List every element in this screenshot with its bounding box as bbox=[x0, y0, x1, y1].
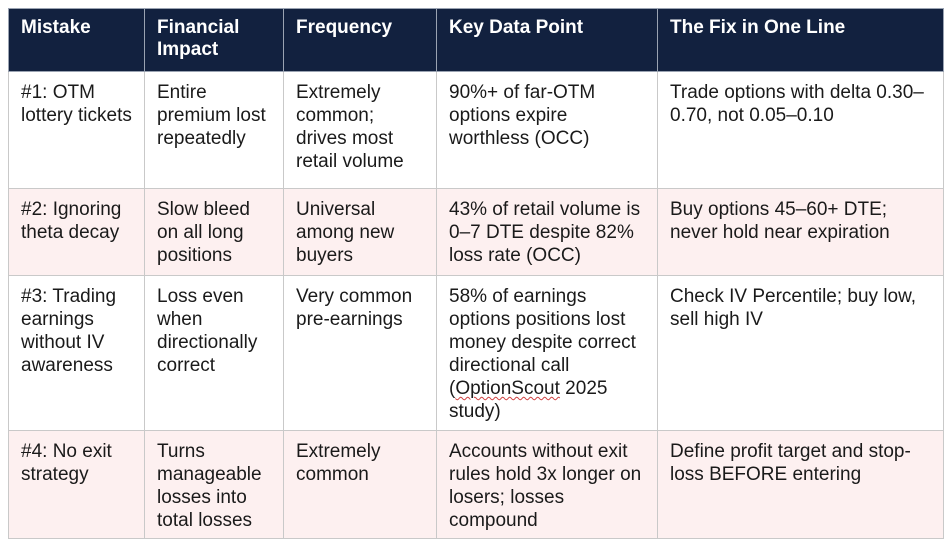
table-row: #3: Trading earnings without IV awarenes… bbox=[8, 275, 944, 431]
header-mistake[interactable]: Mistake bbox=[8, 8, 145, 72]
cell-frequency[interactable]: Extremely common bbox=[283, 430, 437, 539]
cell-frequency[interactable]: Extremely common; drives most retail vol… bbox=[283, 71, 437, 189]
table-header-row: Mistake Financial Impact Frequency Key D… bbox=[8, 8, 944, 72]
cell-financial-impact[interactable]: Slow bleed on all long positions bbox=[144, 188, 284, 276]
cell-fix[interactable]: Check IV Percentile; buy low, sell high … bbox=[657, 275, 944, 431]
table-row: #2: Ignoring theta decay Slow bleed on a… bbox=[8, 188, 944, 276]
comparison-table-container: Mistake Financial Impact Frequency Key D… bbox=[8, 8, 944, 539]
header-financial-impact[interactable]: Financial Impact bbox=[144, 8, 284, 72]
cell-mistake[interactable]: #2: Ignoring theta decay bbox=[8, 188, 145, 276]
cell-fix[interactable]: Buy options 45–60+ DTE; never hold near … bbox=[657, 188, 944, 276]
spellcheck-flagged-word[interactable]: OptionScout bbox=[455, 378, 560, 399]
cell-fix[interactable]: Define profit target and stop-loss BEFOR… bbox=[657, 430, 944, 539]
cell-key-data-point[interactable]: 90%+ of far-OTM options expire worthless… bbox=[436, 71, 658, 189]
cell-financial-impact[interactable]: Entire premium lost repeatedly bbox=[144, 71, 284, 189]
table-row: #1: OTM lottery tickets Entire premium l… bbox=[8, 71, 944, 189]
cell-mistake[interactable]: #1: OTM lottery tickets bbox=[8, 71, 145, 189]
table-row: #4: No exit strategy Turns manageable lo… bbox=[8, 430, 944, 539]
options-mistakes-table: Mistake Financial Impact Frequency Key D… bbox=[8, 8, 944, 539]
header-fix[interactable]: The Fix in One Line bbox=[657, 8, 944, 72]
datapoint-text-start: 58% of earnings options positions lost m… bbox=[449, 286, 636, 399]
cell-financial-impact[interactable]: Loss even when directionally correct bbox=[144, 275, 284, 431]
cell-mistake[interactable]: #3: Trading earnings without IV awarenes… bbox=[8, 275, 145, 431]
cell-key-data-point[interactable]: 58% of earnings options positions lost m… bbox=[436, 275, 658, 431]
cell-financial-impact[interactable]: Turns manageable losses into total losse… bbox=[144, 430, 284, 539]
cell-key-data-point[interactable]: 43% of retail volume is 0–7 DTE despite … bbox=[436, 188, 658, 276]
cell-key-data-point[interactable]: Accounts without exit rules hold 3x long… bbox=[436, 430, 658, 539]
cell-mistake[interactable]: #4: No exit strategy bbox=[8, 430, 145, 539]
header-frequency[interactable]: Frequency bbox=[283, 8, 437, 72]
cell-fix[interactable]: Trade options with delta 0.30–0.70, not … bbox=[657, 71, 944, 189]
cell-frequency[interactable]: Universal among new buyers bbox=[283, 188, 437, 276]
header-key-data-point[interactable]: Key Data Point bbox=[436, 8, 658, 72]
cell-frequency[interactable]: Very common pre-earnings bbox=[283, 275, 437, 431]
datapoint-text-end: 2025 study) bbox=[449, 378, 608, 422]
